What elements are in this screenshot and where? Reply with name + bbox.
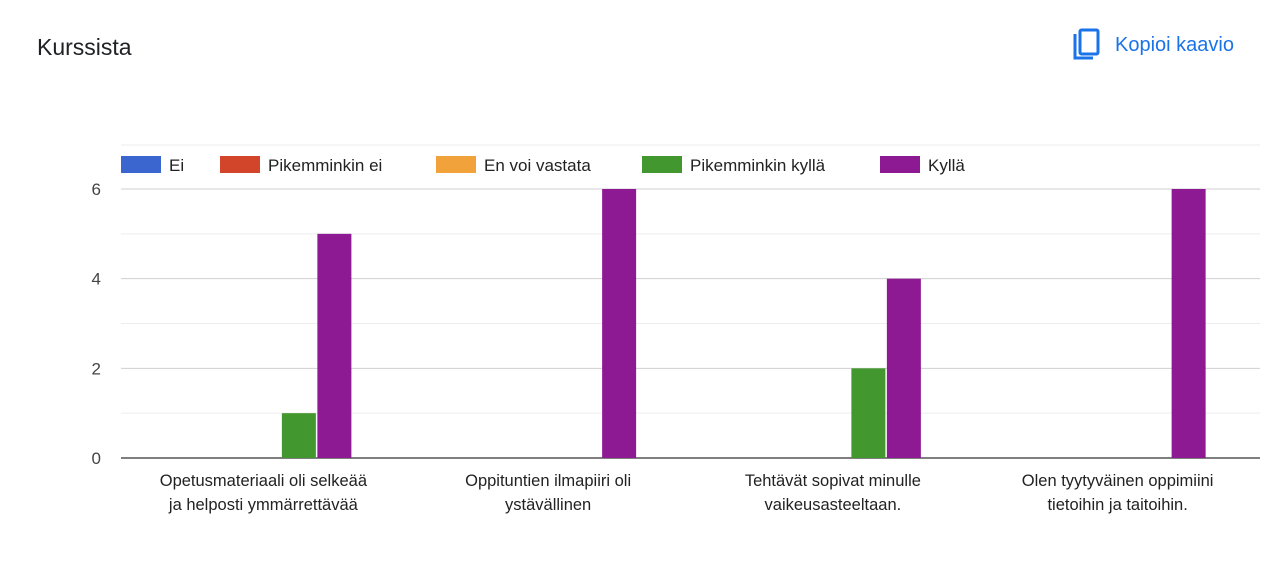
- y-tick-label: 6: [92, 180, 101, 199]
- copy-chart-label: Kopioi kaavio: [1115, 33, 1234, 56]
- x-category-label: tietoihin ja taitoihin.: [1047, 496, 1187, 514]
- legend-label: Kyllä: [928, 156, 965, 175]
- legend-label: En voi vastata: [484, 156, 591, 175]
- x-category-label: Opetusmateriaali oli selkeää: [160, 472, 368, 490]
- x-category-label: vaikeusasteeltaan.: [765, 496, 902, 514]
- bar: [886, 278, 921, 458]
- y-tick-label: 2: [92, 359, 101, 378]
- bar: [281, 413, 316, 458]
- x-category-label: ja helposti ymmärrettävää: [168, 496, 359, 514]
- copy-icon: [1071, 28, 1101, 62]
- bar: [317, 233, 352, 458]
- legend-swatch: [220, 156, 260, 173]
- legend-swatch: [436, 156, 476, 173]
- legend-swatch: [121, 156, 161, 173]
- bar: [851, 368, 886, 458]
- y-tick-label: 4: [92, 270, 101, 289]
- x-category-label: Oppituntien ilmapiiri oli: [465, 472, 631, 490]
- chart-title: Kurssista: [37, 34, 132, 60]
- copy-chart-button[interactable]: Kopioi kaavio: [1071, 28, 1234, 62]
- x-category-label: ystävällinen: [505, 496, 591, 514]
- bar: [1171, 189, 1206, 458]
- bar: [602, 189, 637, 458]
- legend-label: Pikemminkin ei: [268, 156, 382, 175]
- legend-swatch: [642, 156, 682, 173]
- legend-swatch: [880, 156, 920, 173]
- x-category-label: Olen tyytyväinen oppimiini: [1022, 472, 1214, 490]
- x-category-label: Tehtävät sopivat minulle: [745, 472, 921, 490]
- legend-label: Ei: [169, 156, 184, 175]
- y-tick-label: 0: [92, 449, 101, 468]
- legend-label: Pikemminkin kyllä: [690, 156, 826, 175]
